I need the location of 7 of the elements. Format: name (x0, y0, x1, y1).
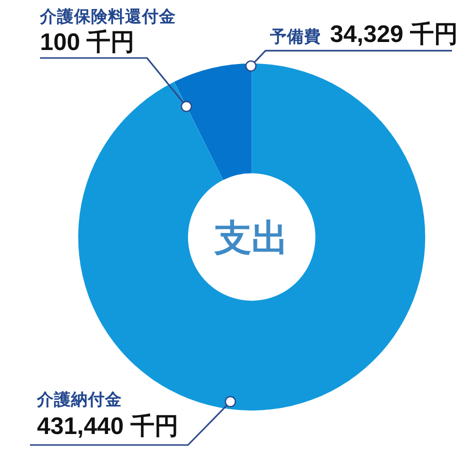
data-label: 431,440 千円 (37, 413, 178, 440)
text: 支出 (214, 216, 289, 260)
data-label: 100 千円 (40, 29, 135, 56)
slice-label: 予備費 (269, 27, 321, 46)
slice-label: 介護保険料還付金 (39, 7, 176, 26)
slice-label: 介護納付金 (36, 390, 122, 409)
data-label: 34,329 千円 (330, 21, 458, 48)
